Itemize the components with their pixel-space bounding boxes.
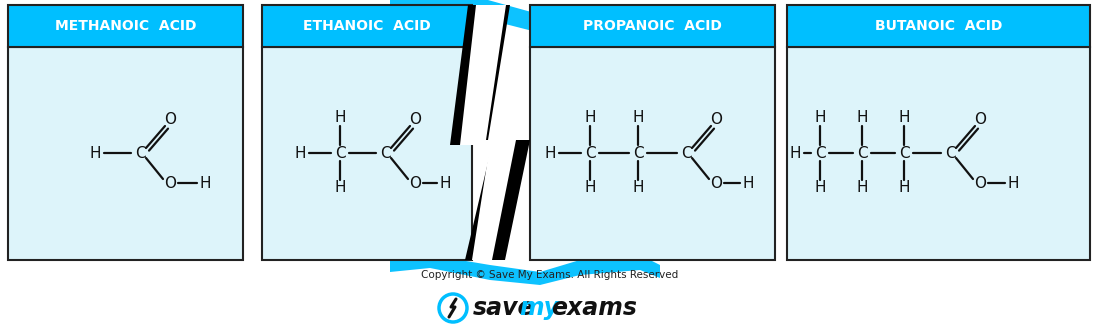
- Text: H: H: [814, 180, 826, 196]
- Text: ETHANOIC  ACID: ETHANOIC ACID: [304, 19, 431, 33]
- FancyBboxPatch shape: [530, 5, 775, 47]
- Text: C: C: [945, 146, 955, 161]
- Text: Copyright © Save My Exams. All Rights Reserved: Copyright © Save My Exams. All Rights Re…: [421, 270, 679, 280]
- Text: H: H: [899, 111, 910, 125]
- Text: C: C: [585, 146, 595, 161]
- Text: C: C: [815, 146, 825, 161]
- Text: O: O: [164, 113, 176, 127]
- Text: C: C: [681, 146, 691, 161]
- FancyBboxPatch shape: [786, 47, 1090, 260]
- Text: H: H: [632, 111, 644, 125]
- Text: H: H: [899, 180, 910, 196]
- Text: exams: exams: [551, 296, 637, 320]
- FancyBboxPatch shape: [786, 5, 1090, 47]
- Text: H: H: [632, 180, 644, 196]
- Text: H: H: [544, 146, 556, 161]
- FancyBboxPatch shape: [530, 47, 775, 260]
- Text: H: H: [856, 180, 868, 196]
- Text: C: C: [899, 146, 910, 161]
- Text: H: H: [856, 111, 868, 125]
- Text: H: H: [295, 146, 306, 161]
- Text: my: my: [519, 296, 559, 320]
- Text: H: H: [584, 111, 596, 125]
- Text: C: C: [857, 146, 867, 161]
- Text: C: C: [632, 146, 644, 161]
- Text: PROPANOIC  ACID: PROPANOIC ACID: [583, 19, 722, 33]
- Text: H: H: [89, 146, 101, 161]
- Text: O: O: [974, 113, 986, 127]
- Text: H: H: [584, 180, 596, 196]
- Polygon shape: [450, 5, 530, 260]
- Text: H: H: [439, 175, 451, 191]
- Text: H: H: [334, 180, 345, 196]
- Text: C: C: [334, 146, 345, 161]
- FancyBboxPatch shape: [8, 47, 243, 260]
- Text: C: C: [134, 146, 145, 161]
- Polygon shape: [390, 0, 660, 38]
- Text: H: H: [199, 175, 211, 191]
- Polygon shape: [390, 255, 660, 285]
- Text: O: O: [409, 113, 421, 127]
- FancyBboxPatch shape: [262, 5, 472, 47]
- Text: H: H: [334, 111, 345, 125]
- Text: BUTANOIC  ACID: BUTANOIC ACID: [874, 19, 1002, 33]
- Text: H: H: [1008, 175, 1019, 191]
- FancyBboxPatch shape: [262, 47, 472, 260]
- Text: O: O: [974, 175, 986, 191]
- Polygon shape: [460, 5, 516, 260]
- Text: O: O: [710, 175, 722, 191]
- Text: O: O: [710, 113, 722, 127]
- Text: H: H: [814, 111, 826, 125]
- Text: O: O: [409, 175, 421, 191]
- Text: H: H: [742, 175, 754, 191]
- Text: save: save: [473, 296, 535, 320]
- Text: METHANOIC  ACID: METHANOIC ACID: [55, 19, 196, 33]
- Text: C: C: [379, 146, 390, 161]
- Text: O: O: [164, 175, 176, 191]
- FancyBboxPatch shape: [8, 5, 243, 47]
- Text: H: H: [790, 146, 801, 161]
